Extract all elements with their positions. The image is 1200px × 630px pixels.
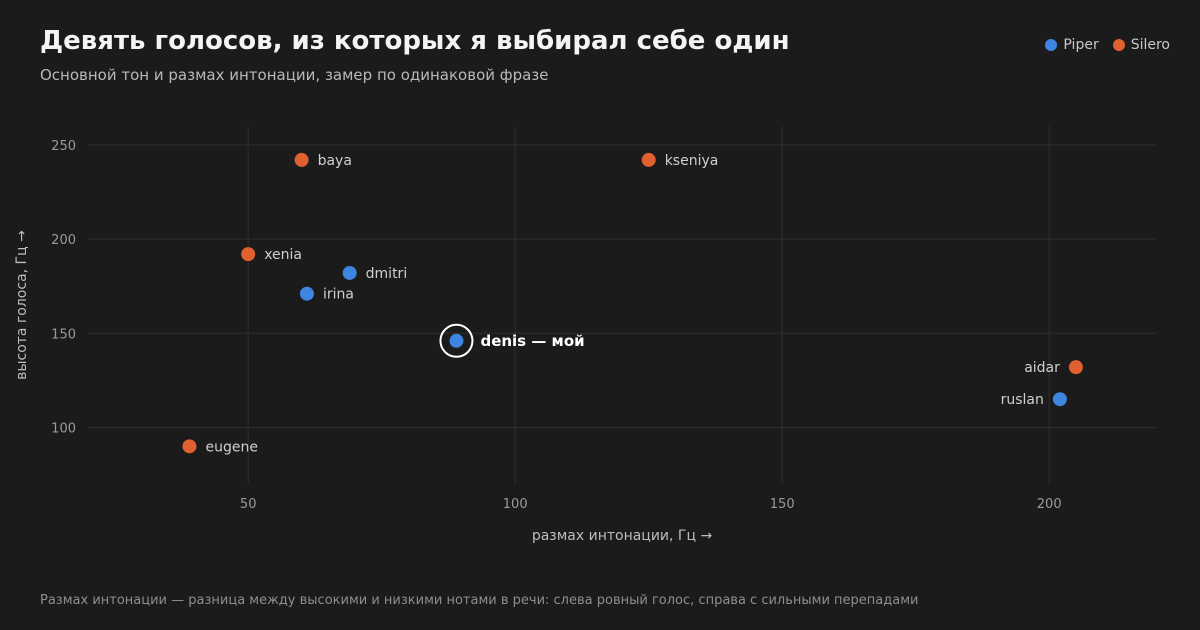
- point-label: eugene: [205, 439, 257, 455]
- point-ruslan: ruslan: [1001, 392, 1067, 408]
- y-tick-label: 200: [51, 233, 76, 248]
- point-label: baya: [318, 153, 352, 169]
- point-aidar: aidar: [1024, 360, 1083, 376]
- legend-item-silero: Silero: [1112, 37, 1170, 53]
- point-baya: baya: [294, 152, 352, 169]
- axis-labels: размах интонации, Гц → высота голоса, Гц…: [14, 230, 712, 544]
- legend-label-piper: Piper: [1063, 37, 1099, 53]
- y-tick-label: 100: [51, 421, 76, 436]
- point-label: xenia: [264, 247, 302, 263]
- point-label: aidar: [1024, 360, 1060, 376]
- legend-label-silero: Silero: [1130, 37, 1170, 53]
- y-axis-label: высота голоса, Гц →: [14, 230, 30, 380]
- point-marker: [299, 286, 314, 301]
- x-tick-label: 150: [770, 497, 795, 512]
- point-dmitri: dmitri: [342, 265, 408, 282]
- point-marker: [1052, 392, 1067, 407]
- footnote: Размах интонации — разница между высоким…: [40, 593, 919, 608]
- point-label: denis — мой: [480, 332, 584, 350]
- point-kseniya: kseniya: [641, 152, 719, 169]
- point-label: kseniya: [665, 153, 719, 169]
- point-marker: [342, 265, 357, 280]
- point-eugene: eugene: [182, 439, 258, 455]
- point-marker: [241, 247, 256, 262]
- point-denis: denis — мой: [439, 323, 585, 358]
- legend: Piper Silero: [1045, 37, 1170, 53]
- tick-labels: 50 100 150 200 100 150 200 250: [51, 139, 1061, 512]
- point-marker: [641, 152, 656, 167]
- y-tick-label: 250: [51, 139, 76, 154]
- legend-dot-piper: [1045, 39, 1058, 51]
- data-points: baya kseniya xenia dmitri irina denis — мой ai…: [182, 152, 1083, 455]
- legend-dot-silero: [1112, 39, 1125, 51]
- point-marker: [449, 333, 464, 348]
- highlight-ring: [439, 323, 474, 358]
- point-marker: [294, 152, 309, 167]
- x-axis-label: размах интонации, Гц →: [532, 528, 713, 544]
- point-irina: irina: [299, 286, 354, 303]
- x-tick-label: 200: [1037, 497, 1062, 512]
- legend-item-piper: Piper: [1045, 37, 1099, 53]
- point-label: dmitri: [366, 266, 408, 282]
- chart-title: Девять голосов, из которых я выбирал себ…: [40, 26, 790, 56]
- point-xenia: xenia: [241, 247, 302, 263]
- chart-subtitle: Основной тон и размах интонации, замер п…: [40, 66, 549, 84]
- x-tick-label: 100: [503, 497, 528, 512]
- y-tick-label: 150: [51, 327, 76, 342]
- x-tick-label: 50: [240, 497, 257, 512]
- grid: [88, 126, 1156, 484]
- point-marker: [182, 439, 197, 454]
- point-marker: [1068, 360, 1083, 375]
- point-label: irina: [323, 287, 354, 303]
- point-label: ruslan: [1001, 392, 1044, 408]
